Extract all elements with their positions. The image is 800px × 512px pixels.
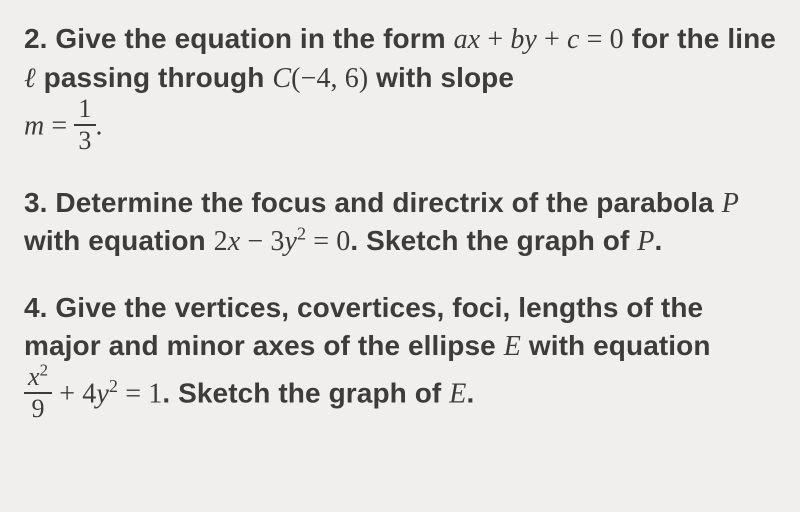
p2-equals: = xyxy=(44,110,74,141)
p4-4: 4 xyxy=(82,378,96,409)
p3-sup2: 2 xyxy=(297,224,306,244)
p3-P: P xyxy=(722,188,739,219)
p3-x: x xyxy=(228,226,241,257)
p2-plus1: + xyxy=(480,24,510,55)
p3-2: 2 xyxy=(214,226,228,257)
p2-line-symbol: ℓ xyxy=(24,63,36,94)
p3-3: 3 xyxy=(270,226,284,257)
p3-t1: 3. Determine the focus and directrix of … xyxy=(24,187,722,218)
problem-2: 2. Give the equation in the form ax + by… xyxy=(24,20,776,156)
p2-mid: passing through xyxy=(36,62,273,93)
p2-after-eq: for the line xyxy=(624,23,776,54)
p3-eq0: = 0 xyxy=(306,226,350,257)
p3-P2: P xyxy=(637,226,654,257)
p3-minus: − xyxy=(240,226,270,257)
p4-frac-sup: 2 xyxy=(40,360,49,379)
p2-coords: (−4, 6) xyxy=(291,63,368,94)
p2-fraction: 13 xyxy=(74,96,95,154)
page: 2. Give the equation in the form ax + by… xyxy=(0,0,800,448)
p3-t4: . xyxy=(655,225,663,256)
p4-plus: + xyxy=(52,378,82,409)
problem-4: 4. Give the vertices, covertices, foci, … xyxy=(24,289,776,424)
p2-c: c xyxy=(567,24,580,55)
p2-text-prefix: 2. Give the equation in the form xyxy=(24,23,454,54)
p2-frac-den: 3 xyxy=(74,126,95,154)
p2-ax: ax xyxy=(454,24,481,55)
p2-plus2: + xyxy=(537,24,567,55)
p4-frac-x: x xyxy=(28,362,40,391)
p4-t3: . Sketch the graph of xyxy=(162,377,449,408)
p4-ysup: 2 xyxy=(109,376,118,396)
p2-m: m xyxy=(24,110,44,141)
p2-with-slope: with slope xyxy=(368,62,514,93)
p4-frac-den: 9 xyxy=(24,394,52,422)
p4-frac-num: x2 xyxy=(24,364,52,394)
p3-y: y xyxy=(284,226,297,257)
p2-frac-num: 1 xyxy=(74,96,95,126)
p4-E2: E xyxy=(449,378,466,409)
p4-eq1: = 1 xyxy=(118,378,162,409)
p4-t2: with equation xyxy=(521,330,711,361)
p3-t2: with equation xyxy=(24,225,214,256)
p4-E: E xyxy=(504,331,521,362)
problem-3: 3. Determine the focus and directrix of … xyxy=(24,184,776,262)
p4-t4: . xyxy=(466,377,474,408)
p2-by: by xyxy=(510,24,537,55)
p2-period: . xyxy=(96,110,103,141)
p3-t3: . Sketch the graph of xyxy=(350,225,637,256)
p2-eq0: = 0 xyxy=(580,24,624,55)
p2-point-c: C xyxy=(272,63,291,94)
p4-y: y xyxy=(96,378,109,409)
p4-fraction: x29 xyxy=(24,364,52,422)
